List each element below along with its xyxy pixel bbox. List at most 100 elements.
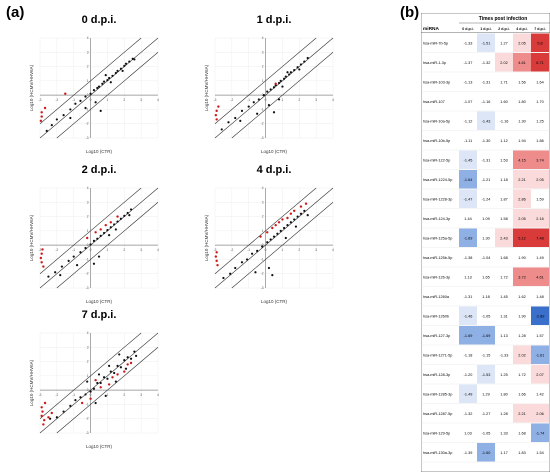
data-point-black (102, 231, 106, 235)
data-point-black (54, 271, 57, 274)
table-cell-bg (495, 150, 513, 169)
data-point-red (281, 218, 284, 221)
table-cell-bg (495, 267, 513, 286)
table-cell-bg (477, 267, 495, 286)
table-row-name: hsa-miR-1228-3p (423, 197, 452, 201)
diagonal-reference-line (39, 187, 159, 289)
data-point-black (116, 220, 119, 223)
table-cell-bg (495, 209, 513, 228)
table-cell-value: 1.28 (518, 334, 525, 338)
x-tick-label: -1 (72, 98, 75, 102)
table-cell-bg (477, 423, 495, 442)
data-point-black (266, 90, 269, 93)
x-tick-label: -2 (55, 393, 58, 397)
table-cell-value: -1.43 (482, 119, 491, 123)
data-point-black (283, 226, 286, 230)
data-point-black (266, 241, 269, 244)
data-point-red (217, 105, 220, 108)
diagonal-reference-line (56, 202, 159, 289)
table-cell-value: 1.13 (500, 334, 507, 338)
data-point-red (259, 235, 262, 238)
table-cell-value: 1.45 (500, 295, 507, 299)
x-tick-label: -3 (39, 393, 42, 397)
table-cell-bg (459, 189, 477, 208)
table-cell-value: -1.27 (482, 412, 491, 416)
data-point-black (69, 116, 72, 120)
table-cell-bg (495, 306, 513, 325)
table-column-header: 2 d.p.i. (498, 27, 509, 31)
scatter-plot-dpi0: -3 -2 -1 0 1 2 3 4 4 3 2 1 0 -1 -2 -3 Log10 (CTR) Log10 (… (29, 36, 159, 154)
data-point-black (99, 109, 102, 112)
table-row-name: hsa-miR-130a-3p (423, 451, 452, 455)
table-cell-value: -1.33 (500, 353, 509, 357)
table-cell-bg (531, 326, 549, 345)
x-axis-label: Log10 (CTR) (86, 149, 113, 154)
table-cell-value: 2.86 (518, 197, 525, 201)
data-point-red (43, 401, 47, 405)
x-tick-label: -1 (247, 98, 250, 102)
table-cell-value: -1.31 (482, 80, 491, 84)
table-cell-bg (495, 189, 513, 208)
data-point-black (133, 350, 136, 353)
y-tick-label: -1 (86, 107, 89, 111)
data-point-red (304, 202, 308, 205)
table-cell-value: 2.06 (536, 412, 543, 416)
plot-title-dpi1: 1 d.p.i. (256, 14, 292, 26)
table-cell-value: 1.48 (536, 295, 543, 299)
data-point-black (254, 271, 257, 274)
data-point-black (69, 108, 72, 111)
diagonal-reference-line (56, 347, 159, 434)
data-point-black (108, 234, 111, 237)
y-tick-label: -3 (261, 136, 264, 140)
data-point-black (131, 57, 134, 60)
table-cell-bg (459, 72, 477, 91)
data-point-black (108, 76, 111, 80)
data-point-black (109, 81, 112, 84)
data-point-black (116, 69, 119, 72)
table-cell-bg (459, 53, 477, 72)
data-point-black (121, 69, 124, 72)
table-cell-bg (459, 306, 477, 325)
table-cell-value: -1.20 (464, 373, 473, 377)
data-point-black (94, 101, 97, 104)
y-tick-label: -1 (261, 107, 264, 111)
table-cell-value: -1.69 (464, 334, 473, 338)
table-cell-bg (459, 384, 477, 403)
table-cell-bg (459, 33, 477, 52)
table-cell-bg (477, 150, 495, 169)
diagonal-reference-line (231, 52, 334, 139)
table-cell-value: 1.66 (518, 392, 525, 396)
table-cell-value: 2.21 (518, 178, 525, 182)
diagonal-reference-line (56, 52, 159, 139)
x-tick-label: 0 (90, 98, 92, 102)
table-row-name: hsa-miR-1260a (423, 295, 450, 299)
x-tick-label: 2 (123, 393, 125, 397)
table-cell-value: -1.16 (482, 100, 491, 104)
data-point-red (89, 397, 92, 400)
table-cell-value: 1.44 (464, 217, 471, 221)
table-cell-value: 3.72 (518, 275, 525, 279)
table-cell-value: -1.38 (464, 256, 473, 260)
table-cell-value: 1.72 (500, 275, 507, 279)
data-point-black (296, 66, 299, 69)
panel-label-a: (a) (6, 4, 25, 21)
y-tick-label: 4 (87, 186, 89, 190)
data-point-black (89, 243, 92, 246)
table-row-name: hsa-miR-122-5p (423, 158, 450, 162)
table-cell-bg (477, 33, 495, 52)
y-tick-label: -1 (86, 402, 89, 406)
x-axis-label: Log10 (CTR) (86, 299, 113, 304)
table-cell-bg (513, 306, 531, 325)
table-cell-value: 1.68 (500, 256, 507, 260)
table-cell-value: -1.47 (464, 197, 473, 201)
y-tick-label: -3 (86, 286, 89, 290)
data-point-black (97, 373, 101, 376)
data-point-black (79, 396, 82, 399)
table-row-name: hsa-miR-124-3p (423, 217, 450, 221)
diagonal-reference-line (39, 37, 142, 124)
table-column-header: 4 d.p.i. (516, 27, 527, 31)
table-cell-value: 1.03 (464, 431, 471, 435)
data-point-red (109, 221, 113, 224)
table-cell-bg (495, 111, 513, 130)
